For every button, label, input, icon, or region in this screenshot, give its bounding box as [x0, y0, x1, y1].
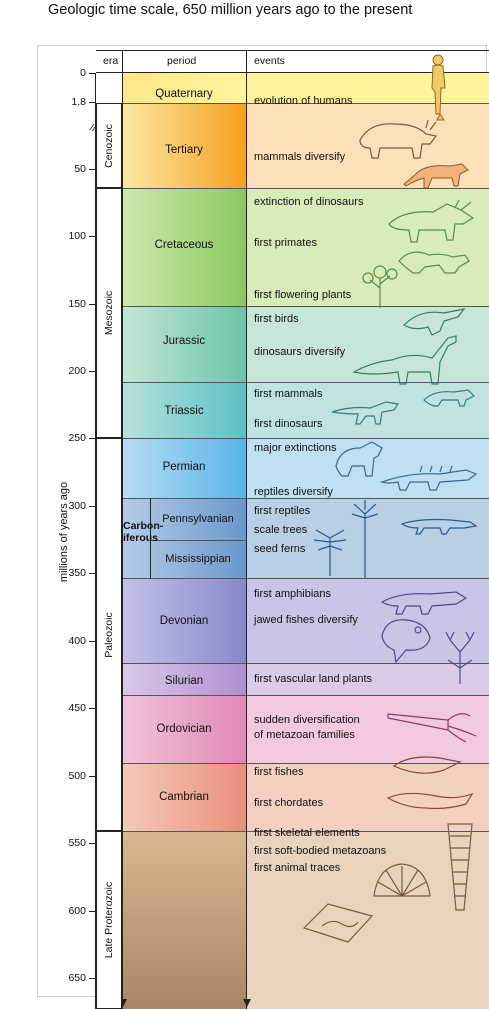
- nautiloid-icon: [384, 700, 484, 744]
- tick-label: 650: [68, 972, 86, 984]
- period-devonian: Devonian: [159, 615, 209, 627]
- mammal-like-reptile-icon: [330, 440, 390, 480]
- rhino-mammal-icon: [350, 118, 440, 160]
- tick-label: 200: [68, 365, 86, 377]
- header-period: period: [167, 55, 197, 67]
- event: scale trees: [254, 524, 308, 536]
- y-axis: [95, 73, 96, 1009]
- band-triassic: [122, 382, 489, 438]
- event: first skeletal elements: [254, 827, 360, 839]
- shell-icon: [370, 860, 434, 902]
- trace-slab-icon: [298, 898, 378, 946]
- dinosaur-small-icon: [330, 396, 410, 428]
- era-mesozoic: Mesozoic: [96, 188, 122, 438]
- header-events: events: [254, 55, 285, 67]
- cat-mammal-icon: [398, 158, 478, 194]
- early-reptile-icon: [400, 512, 480, 536]
- mammal-small-icon: [420, 386, 480, 410]
- header-era: era: [103, 55, 119, 67]
- flowering-plant-icon: [360, 258, 400, 308]
- event: first soft-bodied metazoans: [254, 845, 387, 857]
- chart-title: Geologic time scale, 650 million years a…: [48, 2, 413, 18]
- tick-label: 450: [68, 702, 86, 714]
- tick-label: 300: [68, 500, 86, 512]
- amphibian-icon: [380, 586, 470, 616]
- event: first amphibians: [254, 588, 332, 600]
- sauropod-icon: [352, 332, 472, 388]
- chordate-icon: [386, 786, 474, 816]
- event: first fishes: [254, 766, 304, 778]
- event: mammals diversify: [254, 151, 346, 163]
- primate-icon: [395, 243, 475, 277]
- event: reptiles diversify: [254, 486, 333, 498]
- era-cenozoic: Cenozoic: [96, 103, 122, 188]
- tick-label: 600: [68, 905, 86, 917]
- event: extinction of dinosaurs: [254, 196, 364, 208]
- triceratops-icon: [383, 198, 478, 246]
- event: first dinosaurs: [254, 418, 323, 430]
- event: dinosaurs diversify: [254, 346, 346, 358]
- tick-label: 550: [68, 837, 86, 849]
- event: of metazoan families: [254, 729, 355, 741]
- event: first flowering plants: [254, 289, 352, 301]
- period-pennsylvanian: Pennsylvanian: [162, 513, 234, 525]
- event: first chordates: [254, 797, 324, 809]
- trilobite-fish-icon: [390, 752, 464, 782]
- period-triassic: Triassic: [164, 405, 204, 417]
- carboniferous-label: Carbon-iferous: [123, 520, 164, 544]
- event: first birds: [254, 313, 299, 325]
- period-cambrian: Cambrian: [159, 791, 209, 803]
- event: evolution of humans: [254, 95, 353, 107]
- period-mississippian: Mississippian: [165, 553, 231, 565]
- human-figure-icon: [423, 52, 453, 122]
- band-quaternary: [122, 73, 489, 103]
- tick-label: 350: [68, 567, 86, 579]
- period-cretaceous: Cretaceous: [154, 239, 214, 251]
- band-cretaceous: [122, 188, 489, 306]
- tick-label: 0: [80, 67, 86, 79]
- band-devonian: [122, 578, 489, 663]
- band-proterozoic: [122, 831, 489, 1009]
- seed-fern-icon: [312, 526, 348, 576]
- tick-label: 1.8: [71, 96, 86, 108]
- tick-label: 150: [68, 298, 86, 310]
- period-permian: Permian: [162, 461, 206, 473]
- event: first animal traces: [254, 862, 341, 874]
- cone-shell-icon: [440, 820, 480, 912]
- tick-label: 50: [74, 163, 86, 175]
- event: jawed fishes diversify: [254, 614, 358, 626]
- jawed-fish-icon: [376, 612, 440, 666]
- bird-icon: [400, 305, 470, 339]
- tick-label: 400: [68, 635, 86, 647]
- scale-tree-icon: [348, 498, 382, 578]
- event: first vascular land plants: [254, 673, 372, 685]
- band-carboniferous: [122, 498, 489, 578]
- period-tertiary: Tertiary: [165, 144, 203, 156]
- band-jurassic: [122, 306, 489, 382]
- period-jurassic: Jurassic: [162, 335, 206, 347]
- band-cambrian: [122, 763, 489, 831]
- period-quaternary: Quaternary: [155, 88, 213, 100]
- spiny-reptile-icon: [380, 462, 480, 492]
- band-ordovician: [122, 695, 489, 763]
- event: seed ferns: [254, 543, 306, 555]
- tick-label: 500: [68, 770, 86, 782]
- era-late-proterozoic: Late Proterozoic: [96, 831, 122, 1009]
- period-silurian: Silurian: [164, 675, 204, 687]
- event: major extinctions: [254, 442, 337, 454]
- band-silurian: [122, 663, 489, 695]
- tick-label: 100: [68, 230, 86, 242]
- event: first mammals: [254, 388, 323, 400]
- event: sudden diversification: [254, 714, 360, 726]
- band-permian: [122, 438, 489, 498]
- event: first reptiles: [254, 505, 311, 517]
- tick-label: 250: [68, 432, 86, 444]
- period-ordovician: Ordovician: [156, 723, 212, 735]
- event: first primates: [254, 237, 317, 249]
- era-paleozoic: Paleozoic: [96, 438, 122, 831]
- vascular-plant-icon: [440, 628, 480, 684]
